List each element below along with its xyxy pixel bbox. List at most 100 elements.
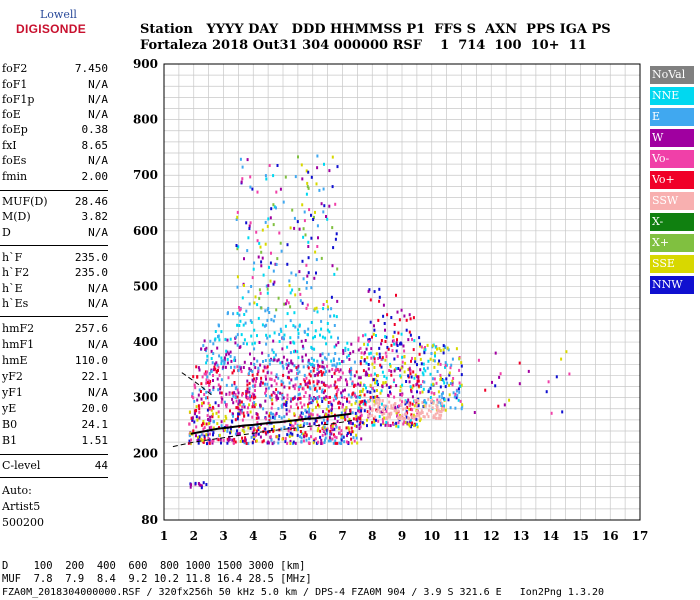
echo-point	[253, 435, 256, 439]
echo-point	[338, 357, 341, 361]
echo-point	[202, 344, 205, 348]
echo-point	[269, 435, 272, 439]
echo-point	[324, 421, 326, 425]
echo-point	[212, 352, 215, 355]
echo-point	[411, 395, 414, 399]
echo-point	[197, 436, 199, 440]
echo-point	[220, 330, 223, 334]
echo-point	[291, 362, 294, 366]
echo-point	[344, 378, 347, 382]
echo-point	[433, 377, 436, 381]
param-name: h`F	[2, 251, 23, 264]
echo-points	[187, 154, 571, 490]
echo-point	[389, 385, 392, 389]
x-tick-label: 13	[513, 529, 530, 543]
echo-point	[362, 369, 365, 373]
echo-point	[377, 407, 380, 411]
echo-point	[358, 376, 361, 380]
echo-point	[327, 439, 330, 443]
echo-point	[230, 365, 232, 369]
echo-point	[322, 425, 325, 429]
echo-point	[269, 377, 272, 381]
echo-point	[381, 402, 383, 406]
echo-point	[236, 343, 239, 347]
echo-point	[201, 439, 204, 442]
echo-point	[302, 432, 305, 436]
echo-point	[433, 359, 436, 363]
echo-point	[293, 350, 295, 354]
echo-point	[407, 398, 410, 402]
echo-point	[299, 385, 302, 389]
echo-point	[192, 396, 195, 400]
echo-point	[336, 165, 339, 169]
echo-point	[365, 370, 368, 374]
echo-point	[202, 440, 205, 444]
echo-point	[362, 334, 364, 338]
echo-point	[320, 327, 323, 331]
echo-point	[217, 404, 220, 408]
echo-point	[264, 382, 266, 386]
echo-point	[202, 401, 205, 405]
echo-point	[189, 485, 192, 489]
echo-point	[335, 343, 338, 347]
param-name: yE	[2, 402, 17, 415]
echo-point	[399, 389, 402, 393]
echo-point	[401, 393, 403, 397]
echo-point	[299, 383, 302, 387]
echo-point	[346, 415, 349, 419]
echo-point	[460, 407, 463, 411]
param-name: h`Es	[2, 297, 29, 310]
echo-point	[405, 412, 407, 416]
echo-point	[436, 347, 438, 351]
echo-point	[196, 375, 199, 379]
echo-point	[366, 424, 368, 428]
echo-point	[391, 406, 394, 410]
echo-point	[249, 221, 252, 225]
echo-point	[287, 301, 290, 305]
echo-point	[231, 383, 233, 387]
echo-point	[351, 422, 354, 426]
echo-point	[329, 395, 331, 399]
echo-point	[251, 378, 254, 382]
echo-point	[297, 393, 300, 397]
echo-point	[310, 286, 313, 290]
echo-point	[322, 429, 325, 433]
echo-point	[407, 374, 410, 378]
echo-point	[218, 324, 220, 328]
echo-point	[498, 375, 501, 379]
echo-point	[314, 335, 316, 339]
echo-point	[196, 398, 199, 402]
echo-point	[289, 291, 292, 295]
echo-point	[361, 399, 364, 403]
echo-point	[307, 245, 310, 248]
echo-point	[451, 381, 454, 385]
echo-point	[287, 363, 290, 367]
echo-point	[247, 426, 250, 430]
echo-point	[193, 420, 196, 424]
echo-point	[250, 285, 253, 288]
echo-point	[363, 342, 366, 346]
echo-point	[412, 384, 415, 388]
echo-point	[337, 341, 340, 345]
echo-point	[305, 169, 308, 173]
echo-point	[430, 391, 433, 395]
echo-point	[409, 385, 412, 389]
echo-point	[212, 439, 215, 443]
echo-point	[256, 190, 259, 194]
echo-point	[382, 314, 385, 318]
echo-point	[236, 210, 239, 214]
echo-point	[296, 368, 299, 372]
echo-point	[446, 346, 449, 350]
echo-point	[454, 392, 457, 396]
dashed-profile-line	[172, 419, 355, 448]
param-row: fxI 8.65	[2, 139, 108, 154]
param-row: M(D) 3.82	[2, 210, 108, 225]
echo-point	[457, 387, 460, 391]
echo-point	[266, 318, 269, 322]
echo-point	[325, 357, 328, 361]
echo-point	[429, 386, 432, 390]
echo-point	[206, 414, 209, 418]
echo-point	[380, 339, 383, 342]
echo-point	[262, 407, 265, 411]
